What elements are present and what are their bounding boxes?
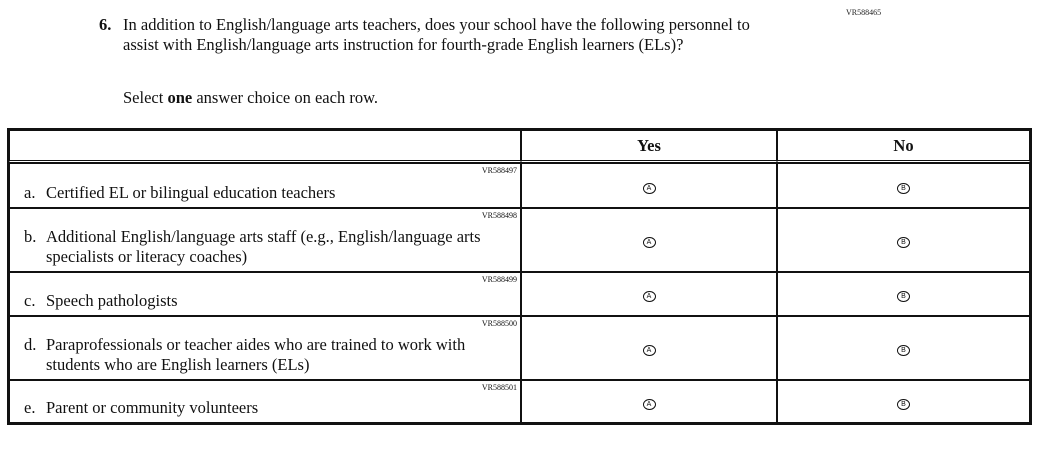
row-letter: a. [24,183,36,202]
row-text: Parent or community volunteers [46,398,259,417]
header-row: Yes No [9,130,1030,163]
row-id: VR588501 [481,383,517,392]
row-label-cell: VR588498 b. Additional English/language a… [9,208,521,272]
question-number: 6. [99,15,112,34]
row-letter: c. [24,291,36,310]
header-no: No [777,130,1030,163]
instruction: Select one answer choice on each row. [123,88,378,108]
yes-bubble[interactable]: A [642,291,656,302]
instruction-pre: Select [123,88,168,107]
row-text: Paraprofessionals or teacher aides who a… [46,335,466,374]
yes-bubble[interactable]: A [642,182,656,194]
header-blank [9,130,521,163]
no-bubble[interactable]: B [897,291,910,302]
row-label: b. Additional English/language arts staff… [10,227,520,269]
row-text: Certified EL or bilingual education teac… [46,183,336,202]
no-bubble[interactable]: B [897,345,910,356]
row-letter: e. [24,398,36,417]
yes-cell: A [521,316,777,380]
no-cell: B [777,380,1030,423]
header-yes: Yes [521,130,777,163]
table-row: VR588500 d. Paraprofessionals or teacher … [9,316,1030,380]
row-id: VR588498 [481,211,517,220]
yes-cell: A [521,163,777,208]
yes-cell: A [521,272,777,316]
no-cell: B [777,272,1030,316]
yes-bubble[interactable]: A [642,237,656,248]
question-text: In addition to English/language arts tea… [123,15,750,54]
row-id: VR588497 [481,166,517,175]
no-bubble[interactable]: B [897,398,910,410]
row-label: c. Speech pathologists [10,291,182,313]
no-bubble[interactable]: B [897,182,910,194]
row-id: VR588500 [481,319,517,328]
yes-cell: A [521,380,777,423]
no-cell: B [777,316,1030,380]
no-cell: B [777,208,1030,272]
row-text: Additional English/language arts staff (… [46,227,481,266]
row-letter: d. [24,335,37,354]
row-label: e. Parent or community volunteers [10,398,262,420]
row-label-cell: VR588500 d. Paraprofessionals or teacher … [9,316,521,380]
no-cell: B [777,163,1030,208]
table-row: VR588497 a. Certified EL or bilingual edu… [9,163,1030,208]
table-row: VR588499 c. Speech pathologists A B [9,272,1030,316]
instruction-post: answer choice on each row. [192,88,379,107]
row-id: VR588499 [481,275,517,284]
row-label-cell: VR588497 a. Certified EL or bilingual edu… [9,163,521,208]
row-text: Speech pathologists [46,291,178,310]
yes-cell: A [521,208,777,272]
row-label-cell: VR588499 c. Speech pathologists [9,272,521,316]
row-label: a. Certified EL or bilingual education te… [10,183,339,205]
answer-grid: Yes No VR588497 a. Certified EL or biling… [7,128,1032,425]
instruction-bold: one [167,88,193,107]
table-row: VR588501 e. Parent or community volunteer… [9,380,1030,423]
question-id: VR588465 [846,8,882,17]
table-row: VR588498 b. Additional English/language a… [9,208,1030,272]
yes-bubble[interactable]: A [642,345,656,356]
row-letter: b. [24,227,37,246]
no-bubble[interactable]: B [897,237,910,248]
row-label: d. Paraprofessionals or teacher aides who… [10,335,520,377]
yes-bubble[interactable]: A [642,398,656,410]
row-label-cell: VR588501 e. Parent or community volunteer… [9,380,521,423]
